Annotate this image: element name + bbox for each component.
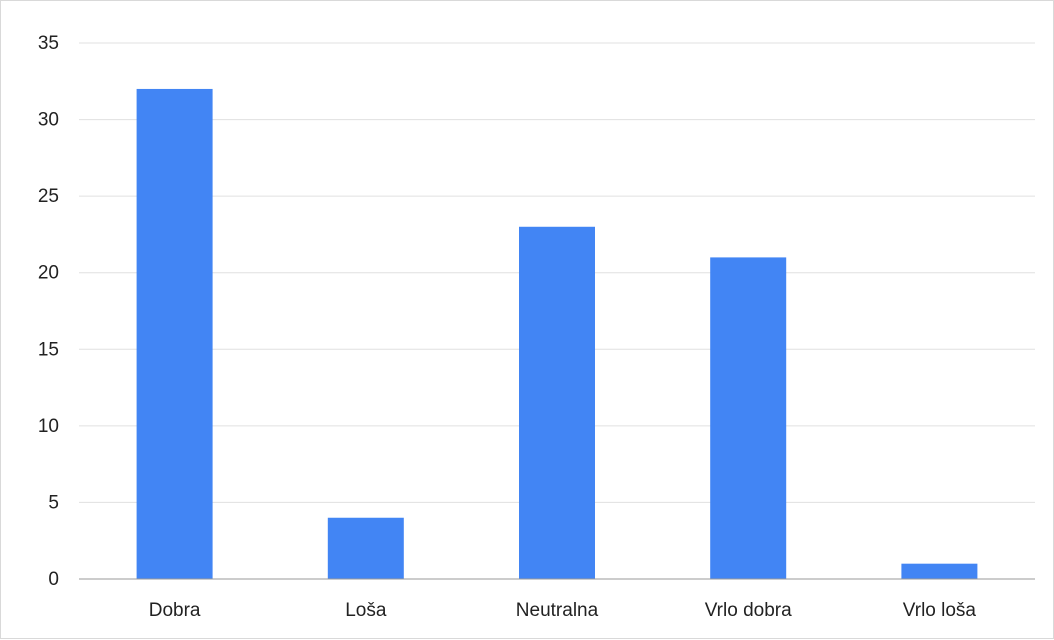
x-tick-label: Neutralna	[516, 600, 599, 621]
y-axis-tick-labels: 0 5 10 15 20 25 30 35	[38, 33, 59, 590]
bar-neutralna	[519, 226, 595, 579]
y-tick-label: 0	[48, 569, 59, 590]
y-tick-label: 25	[38, 186, 59, 207]
y-tick-label: 15	[38, 339, 59, 360]
bar-vrlo-dobra	[710, 257, 787, 579]
x-axis-tick-labels: Dobra Loša Neutralna Vrlo dobra Vrlo loša	[149, 600, 977, 621]
bar-dobra	[136, 88, 213, 579]
bar-loša	[327, 517, 404, 579]
x-tick-label: Loša	[345, 600, 387, 621]
y-tick-label: 5	[48, 492, 59, 513]
x-tick-label: Vrlo loša	[903, 600, 977, 621]
x-tick-label: Dobra	[149, 600, 201, 621]
bars	[136, 88, 978, 579]
x-tick-label: Vrlo dobra	[705, 600, 792, 621]
y-tick-label: 20	[38, 263, 59, 284]
bar-vrlo-loša	[901, 563, 978, 579]
y-tick-label: 35	[38, 33, 59, 54]
y-tick-label: 30	[38, 110, 59, 131]
y-tick-label: 10	[38, 416, 59, 437]
